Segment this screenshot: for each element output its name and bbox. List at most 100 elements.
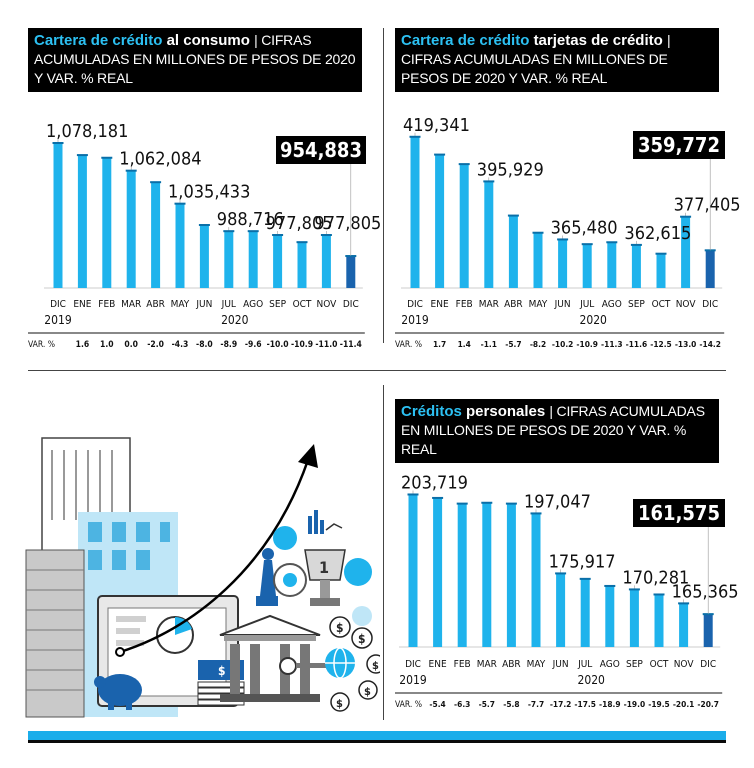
bar-chart-tarjetas: 419,341 395,929 365,480 362,615 377,405 359,7…	[395, 115, 741, 350]
data-label: 395,929	[477, 159, 544, 180]
bar	[654, 594, 664, 647]
vertical-divider-lower	[383, 385, 384, 720]
x-tick-label: NOV	[674, 659, 695, 670]
bar	[656, 253, 666, 288]
year-label: 2020	[221, 313, 249, 327]
bar	[457, 503, 467, 647]
bar	[482, 502, 492, 647]
x-tick-label: MAY	[527, 659, 546, 670]
bar	[533, 232, 543, 288]
var-value: -6.3	[454, 699, 470, 709]
bar-cap	[557, 238, 569, 241]
var-value: -17.2	[550, 699, 572, 709]
var-value: -5.8	[503, 699, 519, 709]
x-tick-label: AGO	[600, 659, 620, 670]
decorative-circles-icon	[273, 526, 372, 626]
var-value: 1.0	[100, 340, 114, 350]
title-bold: al consumo	[166, 32, 250, 49]
bar	[102, 157, 112, 288]
bar	[410, 136, 420, 288]
gray-building-icon	[25, 549, 85, 718]
svg-text:$: $	[364, 685, 371, 698]
bar-cap	[630, 243, 642, 246]
x-tick-label: JUL	[577, 659, 592, 670]
bar	[435, 154, 445, 288]
chess-king-icon	[256, 548, 278, 606]
bar	[679, 603, 689, 647]
bar-cap	[530, 512, 542, 515]
x-tick-label: SEP	[626, 659, 643, 670]
var-value: -20.7	[697, 699, 719, 709]
var-value: -8.0	[196, 340, 213, 350]
data-label: 165,365	[672, 581, 739, 602]
key-icon	[279, 657, 326, 675]
data-label: 419,341	[403, 115, 470, 136]
x-tick-label: ENE	[431, 299, 449, 310]
bar-cap	[101, 156, 113, 159]
var-label: VAR. %	[395, 700, 422, 710]
x-tick-label: JUL	[221, 299, 236, 310]
title-subtitle: | CIFRAS ACUMULADAS EN MILLONES DE PESOS…	[401, 403, 705, 457]
x-tick-label: OCT	[293, 299, 312, 310]
title-accent: Cartera de crédito	[34, 32, 163, 49]
var-value: -12.5	[650, 339, 672, 349]
var-value: -1.1	[481, 339, 497, 349]
bar	[629, 589, 639, 647]
var-label: VAR. %	[395, 340, 422, 350]
x-tick-label: ENE	[429, 659, 447, 670]
year-label: 2020	[579, 313, 607, 327]
target-icon	[273, 563, 307, 597]
x-tick-label: AGO	[602, 299, 622, 310]
bar	[175, 203, 185, 288]
svg-text:1: 1	[319, 558, 329, 577]
bar-cap	[655, 252, 667, 255]
x-tick-label: MAY	[171, 299, 190, 310]
bar	[582, 244, 592, 288]
x-tick-label: JUN	[552, 659, 569, 670]
data-label: 977,805	[266, 213, 333, 234]
globe-icon	[325, 647, 355, 679]
x-tick-label: DIC	[343, 299, 359, 310]
var-value: -2.0	[147, 340, 164, 350]
year-label: 2020	[577, 673, 605, 687]
bar-cap	[481, 501, 493, 504]
bar-cap	[678, 602, 690, 605]
bar-cap	[680, 215, 692, 218]
bar-cap	[150, 181, 162, 184]
bar	[199, 225, 209, 288]
var-value: -17.5	[574, 699, 596, 709]
highlight-box	[633, 131, 725, 159]
var-value: -11.4	[340, 340, 362, 350]
year-label: 2019	[399, 673, 427, 687]
bar-cap	[409, 135, 421, 138]
x-tick-label: ABR	[146, 299, 165, 310]
data-label: 1,078,181	[46, 121, 128, 142]
bar-cap	[296, 241, 308, 244]
bar-cap	[52, 142, 64, 145]
chart-panel-consumo: Cartera de crédito al consumo | CIFRAS A…	[28, 28, 381, 358]
x-tick-label: NOV	[317, 299, 338, 310]
x-tick-label: DIC	[700, 659, 716, 670]
var-value: -4.3	[172, 340, 189, 350]
var-value: -8.9	[220, 340, 237, 350]
bar	[508, 215, 518, 288]
bar	[77, 155, 87, 288]
bar-cap	[456, 502, 468, 505]
title-bold: tarjetas de crédito	[533, 32, 663, 49]
bar-cap	[483, 180, 495, 183]
bar-cap	[555, 572, 567, 575]
title-bold: personales	[466, 403, 546, 420]
bar	[408, 494, 418, 647]
bar	[556, 573, 566, 647]
bar-cap	[320, 234, 332, 237]
x-tick-label: ABR	[502, 659, 521, 670]
bar-cap	[606, 241, 618, 244]
bar-cap	[579, 577, 591, 580]
svg-text:$: $	[336, 697, 343, 710]
var-value: -11.6	[626, 339, 648, 349]
bar	[580, 578, 590, 647]
bar-cap	[653, 593, 665, 596]
bar-cap	[458, 163, 470, 166]
bar	[705, 250, 715, 288]
